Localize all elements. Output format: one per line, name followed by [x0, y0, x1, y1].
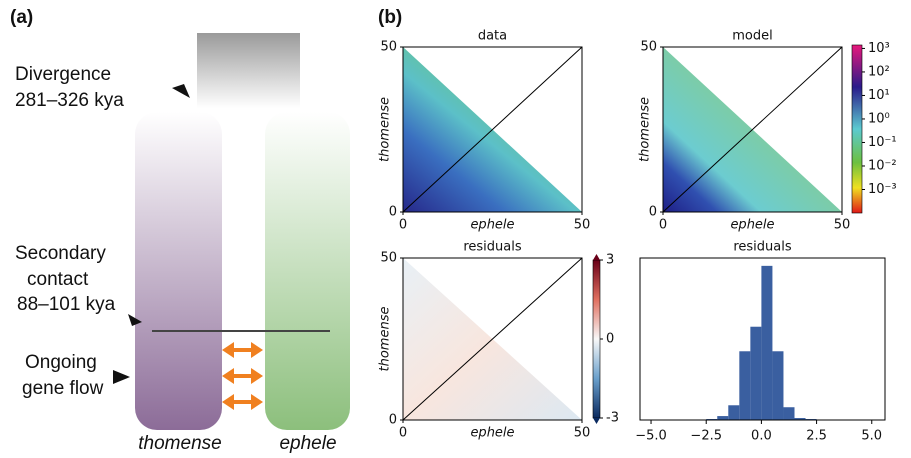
colorbar-tick-label: -3 [606, 411, 619, 426]
x-tick-label: 0 [399, 426, 407, 441]
bar [739, 351, 751, 420]
ancestral-population [197, 33, 300, 108]
arrowhead [172, 84, 190, 98]
x-tick-label: 50 [834, 218, 851, 233]
chart-title: residuals [463, 240, 522, 255]
bar [717, 416, 729, 420]
panel-label: (b) [378, 7, 402, 28]
annotation: Secondary [15, 243, 106, 264]
colorbar [851, 44, 863, 214]
annotation: contact [27, 269, 89, 290]
colorbar-tick-label: 10³ [868, 41, 890, 56]
diagonal [662, 46, 843, 213]
annotation: 281–326 kya [15, 90, 124, 111]
bar [772, 351, 784, 420]
diagonal [402, 46, 583, 213]
y-axis-label: thomense [378, 307, 393, 372]
y-tick-label: 0 [389, 413, 397, 428]
plot-frame [639, 257, 886, 421]
x-axis-label: ephele [470, 426, 514, 441]
population-2-tube [265, 112, 350, 430]
x-tick-label: 2.5 [806, 429, 827, 444]
y-tick-label: 50 [640, 40, 657, 55]
x-tick-label: 5.0 [861, 429, 882, 444]
y-tick-label: 50 [380, 40, 397, 55]
x-tick-label: 0.0 [751, 429, 772, 444]
chart-title: data [478, 29, 507, 44]
y-axis-label: thomense [378, 97, 393, 162]
colorbar-tick-label: 10² [868, 64, 890, 79]
colorbar-tick-label: 0 [606, 332, 614, 347]
colorbar-extend [593, 418, 600, 424]
colorbar-tick-label: 10⁻¹ [868, 135, 897, 150]
annotation: gene flow [22, 378, 104, 399]
y-tick-label: 50 [380, 251, 397, 266]
population-label: thomense [138, 433, 221, 454]
x-axis-label: ephele [730, 218, 774, 233]
gene-flow-arrows [222, 342, 263, 410]
bar [783, 407, 795, 420]
x-tick-label: 0 [399, 218, 407, 233]
colorbar-extend [593, 254, 600, 260]
chart-title: residuals [733, 240, 792, 255]
plot-frame [402, 257, 583, 421]
colorbar-tick-label: 10¹ [868, 88, 890, 103]
colorbar [592, 259, 601, 419]
bar [728, 405, 740, 420]
colorbar-tick-label: 3 [606, 253, 614, 268]
chart-title: model [732, 29, 772, 44]
x-axis-label: ephele [470, 218, 514, 233]
diagonal [402, 257, 583, 421]
y-tick-label: 0 [389, 205, 397, 220]
population-label: ephele [279, 433, 336, 454]
panel-label: (a) [10, 7, 33, 28]
bar [750, 326, 762, 420]
panel-a: (a) Divergence 281–326 kya Secondary con… [10, 7, 350, 454]
arrowhead [113, 370, 130, 384]
colorbar-tick-label: 10⁰ [868, 111, 890, 126]
x-tick-label: −2.5 [690, 429, 722, 444]
plot-frame [662, 46, 843, 213]
colorbar-tick-label: 10⁻² [868, 158, 897, 173]
plot-frame [402, 46, 583, 213]
y-axis-label: thomense [638, 97, 653, 162]
annotation: 88–101 kya [17, 294, 116, 315]
y-tick-label: 0 [649, 205, 657, 220]
colorbar-tick-label: 10⁻³ [868, 182, 897, 197]
population-1-tube [135, 112, 222, 430]
annotation: Ongoing [25, 352, 97, 373]
x-tick-label: 50 [574, 426, 591, 441]
x-tick-label: 50 [574, 218, 591, 233]
x-tick-label: −5.0 [635, 429, 667, 444]
bar [794, 418, 806, 420]
arrowhead [128, 314, 142, 326]
annotation: Divergence [15, 64, 111, 85]
bar [761, 265, 773, 420]
x-tick-label: 0 [659, 218, 667, 233]
